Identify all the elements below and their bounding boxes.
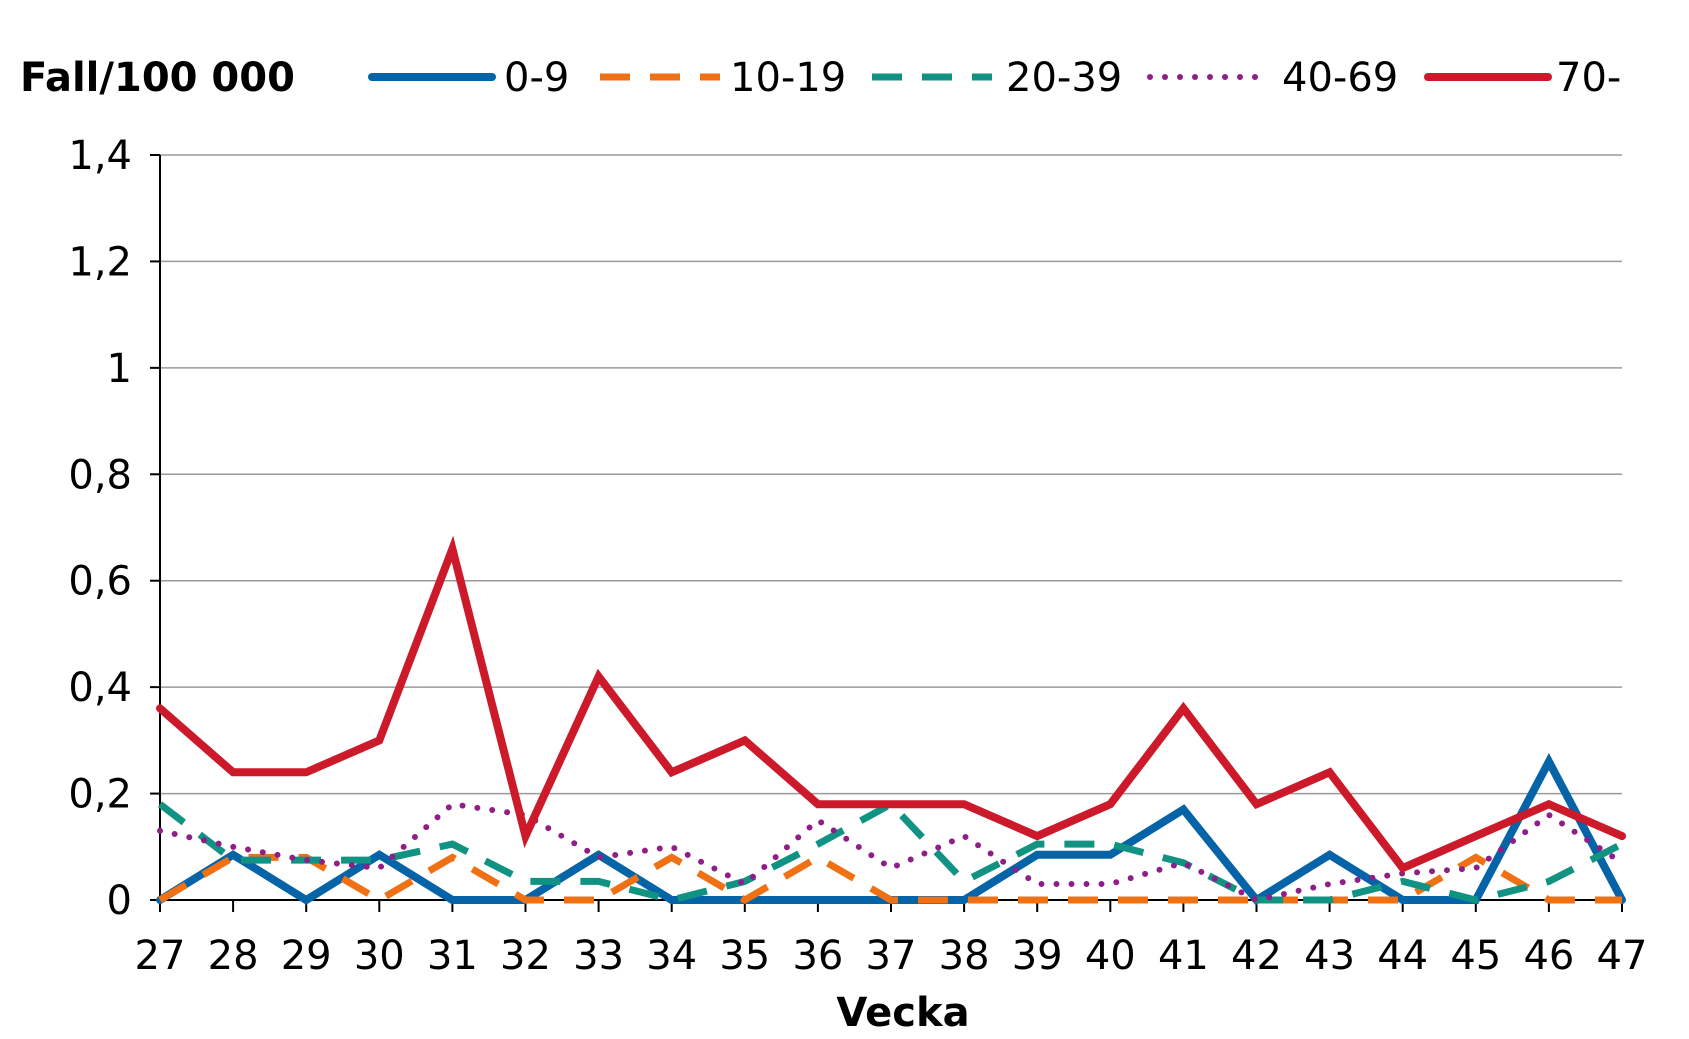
- x-tick-label: 30: [354, 933, 405, 979]
- x-tick-label: 36: [792, 933, 843, 979]
- y-tick-label: 0,4: [68, 665, 132, 711]
- x-tick-label: 28: [208, 933, 259, 979]
- legend-label-10-19: 10-19: [730, 55, 846, 101]
- y-axis-title: Fall/100 000: [20, 55, 295, 101]
- x-tick-label: 31: [427, 933, 478, 979]
- x-tick-label: 32: [500, 933, 551, 979]
- legend-label-70-: 70-: [1556, 55, 1621, 101]
- x-tick-label: 37: [866, 933, 917, 979]
- x-tick-label: 27: [135, 933, 186, 979]
- x-tick-label: 39: [1012, 933, 1063, 979]
- legend-label-20-39: 20-39: [1006, 55, 1122, 101]
- legend: 0-9 10-19 20-39 40-69 70-: [368, 55, 1621, 101]
- x-tick-label: 33: [573, 933, 624, 979]
- gridlines: [160, 154, 1622, 795]
- x-tick-label: 44: [1377, 933, 1428, 979]
- series-line-20-39: [157, 799, 1624, 904]
- x-axis-title: Vecka: [836, 990, 969, 1036]
- y-tick-label: 0,2: [68, 772, 132, 818]
- legend-label-40-69: 40-69: [1282, 55, 1398, 101]
- series-line-40-69: [157, 801, 1625, 904]
- series-line-10-19: [158, 853, 1622, 905]
- x-tick-label: 29: [281, 933, 332, 979]
- x-tick-label: 43: [1304, 933, 1355, 979]
- tick-layer: 0 0,2 0,4 0,6 0,8 1 1,2 1,4 27 28 29 30 31 32 33 34 35 36…: [68, 133, 1647, 979]
- series-layer: [156, 535, 1626, 906]
- y-tick-label: 0: [107, 878, 132, 924]
- x-tick-label: 45: [1450, 933, 1501, 979]
- y-tick-label: 1,2: [68, 239, 132, 285]
- x-tick-label: 46: [1523, 933, 1574, 979]
- x-tick-label: 41: [1158, 933, 1209, 979]
- x-tick-label: 38: [939, 933, 990, 979]
- x-tick-label: 42: [1231, 933, 1282, 979]
- x-tick-label: 34: [646, 933, 697, 979]
- legend-label-0-9: 0-9: [504, 55, 569, 101]
- y-tick-label: 1: [107, 346, 132, 392]
- x-tick-label: 47: [1597, 933, 1648, 979]
- y-tick-label: 0,8: [68, 452, 132, 498]
- y-tick-label: 1,4: [68, 133, 132, 179]
- x-tick-label: 40: [1085, 933, 1136, 979]
- y-tick-label: 0,6: [68, 559, 132, 605]
- axes: [150, 154, 1623, 912]
- series-line-70-: [156, 535, 1626, 874]
- x-tick-label: 35: [719, 933, 770, 979]
